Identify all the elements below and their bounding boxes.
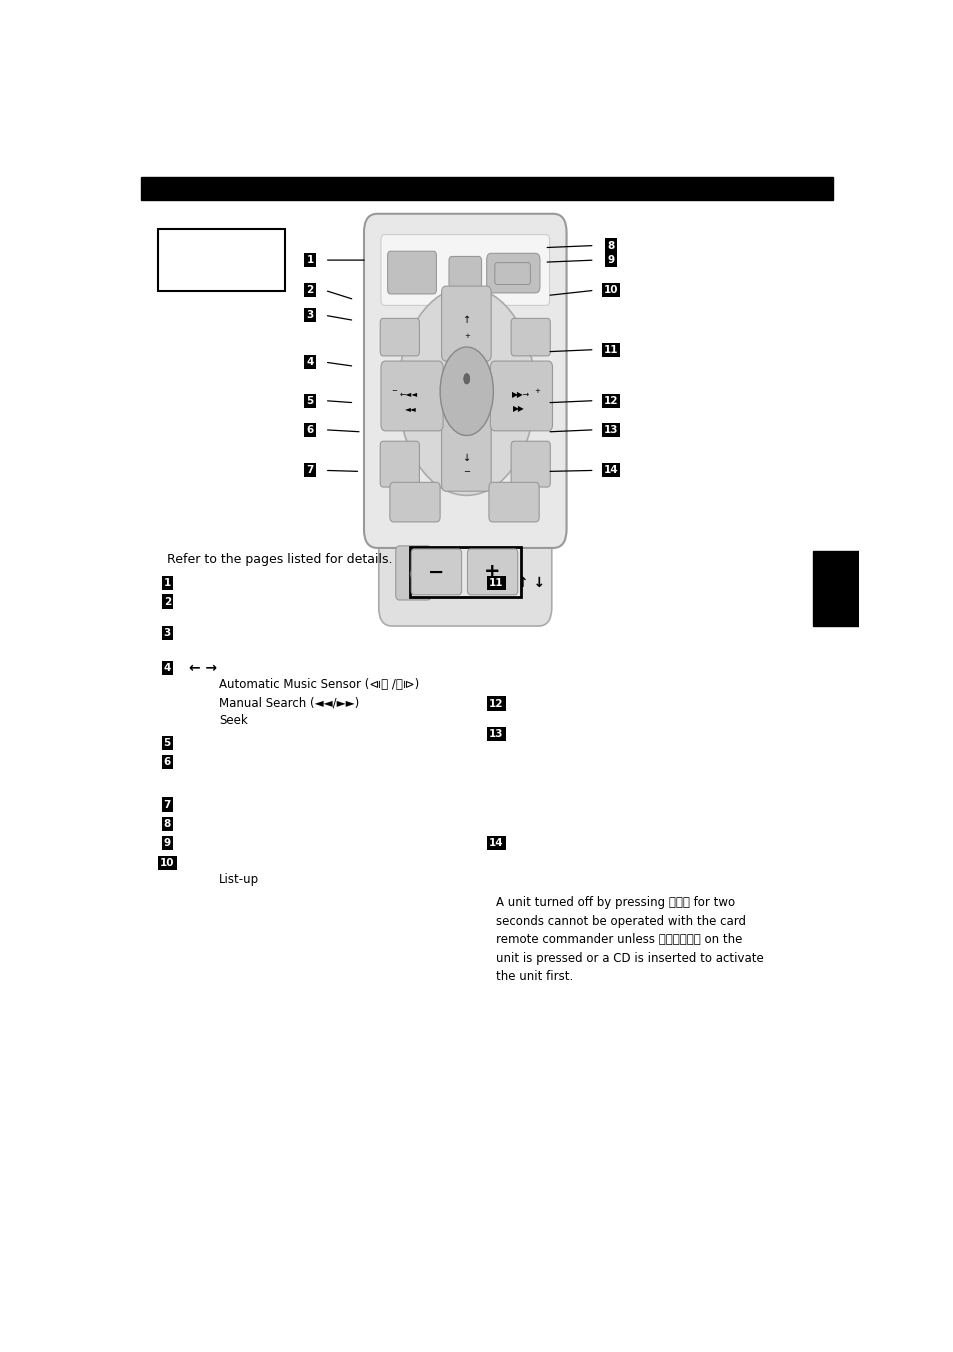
FancyBboxPatch shape: [380, 361, 442, 431]
Text: 11: 11: [603, 345, 618, 354]
Text: Manual Search (◄◄/►►): Manual Search (◄◄/►►): [219, 696, 359, 708]
FancyBboxPatch shape: [511, 318, 550, 356]
Text: List-up: List-up: [219, 873, 259, 886]
Text: 12: 12: [489, 699, 503, 708]
Text: Seek: Seek: [219, 714, 248, 727]
Bar: [157, 228, 285, 291]
Ellipse shape: [463, 373, 469, 384]
Text: 8: 8: [164, 819, 171, 829]
Bar: [141, 177, 832, 200]
Bar: [812, 550, 858, 626]
Text: 3: 3: [164, 627, 171, 638]
FancyBboxPatch shape: [380, 318, 419, 356]
Text: 14: 14: [489, 838, 503, 848]
Text: 13: 13: [489, 729, 503, 738]
Bar: [410, 548, 520, 596]
Text: ▶▶: ▶▶: [512, 404, 524, 414]
Text: ↑ ↓: ↑ ↓: [517, 576, 544, 589]
FancyBboxPatch shape: [441, 411, 491, 491]
Text: 11: 11: [489, 577, 503, 588]
FancyBboxPatch shape: [441, 287, 491, 361]
Text: 4: 4: [164, 664, 171, 673]
Text: A unit turned off by pressing ⓞⓕⓕ for two
seconds cannot be operated with the ca: A unit turned off by pressing ⓞⓕⓕ for tw…: [496, 896, 763, 983]
Text: 2: 2: [164, 596, 171, 607]
FancyBboxPatch shape: [495, 262, 530, 284]
Text: 13: 13: [603, 425, 618, 435]
FancyBboxPatch shape: [390, 483, 439, 522]
Text: ↑: ↑: [462, 315, 471, 326]
Text: 7: 7: [306, 465, 314, 476]
Text: 8: 8: [607, 241, 614, 250]
Text: 10: 10: [603, 285, 618, 295]
Ellipse shape: [398, 287, 535, 495]
FancyBboxPatch shape: [364, 214, 566, 548]
FancyBboxPatch shape: [511, 441, 550, 487]
Text: 10: 10: [160, 859, 174, 868]
Text: 4: 4: [306, 357, 314, 368]
FancyBboxPatch shape: [449, 257, 481, 288]
Ellipse shape: [410, 568, 417, 580]
Text: 6: 6: [164, 757, 171, 767]
Text: ←◄◄: ←◄◄: [399, 389, 417, 399]
Text: ↓: ↓: [462, 453, 471, 462]
Text: 12: 12: [603, 396, 618, 406]
Text: 2: 2: [306, 285, 314, 295]
Text: Refer to the pages listed for details.: Refer to the pages listed for details.: [167, 553, 393, 566]
Text: 1: 1: [306, 256, 314, 265]
Text: 9: 9: [164, 838, 171, 848]
FancyBboxPatch shape: [488, 483, 538, 522]
Text: 5: 5: [164, 738, 171, 748]
FancyBboxPatch shape: [395, 546, 431, 600]
Text: ← →: ← →: [190, 661, 217, 675]
Text: 3: 3: [306, 310, 314, 320]
Text: +: +: [534, 388, 539, 395]
Ellipse shape: [439, 347, 493, 435]
FancyBboxPatch shape: [378, 495, 551, 626]
Text: −: −: [463, 466, 470, 476]
FancyBboxPatch shape: [467, 549, 517, 595]
Text: 1: 1: [164, 577, 171, 588]
FancyBboxPatch shape: [486, 253, 539, 293]
FancyBboxPatch shape: [380, 441, 419, 487]
Text: −: −: [391, 388, 396, 395]
FancyBboxPatch shape: [387, 251, 436, 293]
Text: 7: 7: [164, 799, 171, 810]
Text: +: +: [463, 333, 469, 339]
FancyBboxPatch shape: [380, 235, 549, 306]
Text: +: +: [484, 562, 500, 581]
Text: −: −: [428, 562, 444, 581]
Text: 9: 9: [607, 256, 614, 265]
Text: 14: 14: [603, 465, 618, 476]
Text: 5: 5: [306, 396, 314, 406]
Text: ▶▶→: ▶▶→: [512, 389, 530, 399]
FancyBboxPatch shape: [490, 361, 552, 431]
FancyBboxPatch shape: [411, 549, 461, 595]
Text: Automatic Music Sensor (⧏⏮ /⏭⧐): Automatic Music Sensor (⧏⏮ /⏭⧐): [219, 679, 419, 691]
Text: 6: 6: [306, 425, 314, 435]
Text: ◄◄: ◄◄: [405, 404, 416, 414]
